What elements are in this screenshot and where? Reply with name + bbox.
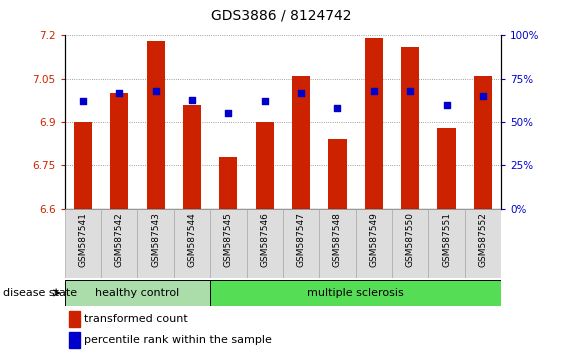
FancyBboxPatch shape <box>137 209 174 278</box>
Bar <box>401 47 419 209</box>
Bar <box>210 280 501 306</box>
Bar <box>69 311 80 327</box>
Text: GSM587546: GSM587546 <box>260 212 269 267</box>
Text: GSM587543: GSM587543 <box>151 212 160 267</box>
Bar <box>437 128 455 209</box>
Text: GSM587548: GSM587548 <box>333 212 342 267</box>
FancyBboxPatch shape <box>247 209 283 278</box>
Text: transformed count: transformed count <box>84 314 188 324</box>
Bar <box>69 332 80 348</box>
Point <box>78 98 87 104</box>
Point <box>260 98 269 104</box>
Bar <box>74 122 92 209</box>
Bar <box>365 38 383 209</box>
FancyBboxPatch shape <box>65 209 101 278</box>
FancyBboxPatch shape <box>210 209 247 278</box>
Bar <box>256 122 274 209</box>
Bar <box>219 157 238 209</box>
Point <box>369 88 378 94</box>
Bar <box>183 105 201 209</box>
Bar <box>65 280 210 306</box>
Point <box>297 90 306 96</box>
Text: GSM587542: GSM587542 <box>115 212 124 267</box>
Text: GSM587549: GSM587549 <box>369 212 378 267</box>
Bar <box>110 93 128 209</box>
FancyBboxPatch shape <box>356 209 392 278</box>
FancyBboxPatch shape <box>464 209 501 278</box>
Bar <box>474 76 492 209</box>
Point <box>151 88 160 94</box>
Text: percentile rank within the sample: percentile rank within the sample <box>84 335 272 345</box>
Bar <box>146 41 165 209</box>
FancyBboxPatch shape <box>101 209 137 278</box>
Text: multiple sclerosis: multiple sclerosis <box>307 288 404 298</box>
Text: GSM587552: GSM587552 <box>479 212 488 267</box>
Text: GDS3886 / 8124742: GDS3886 / 8124742 <box>211 9 352 23</box>
Bar <box>328 139 347 209</box>
Point <box>406 88 415 94</box>
Point <box>442 102 451 108</box>
FancyBboxPatch shape <box>174 209 210 278</box>
Text: GSM587544: GSM587544 <box>187 212 196 267</box>
Point <box>479 93 488 99</box>
FancyBboxPatch shape <box>283 209 319 278</box>
Text: GSM587550: GSM587550 <box>406 212 415 267</box>
Point <box>115 90 124 96</box>
FancyBboxPatch shape <box>392 209 428 278</box>
FancyBboxPatch shape <box>319 209 356 278</box>
Text: GSM587545: GSM587545 <box>224 212 233 267</box>
Point <box>333 105 342 111</box>
Text: healthy control: healthy control <box>95 288 180 298</box>
FancyBboxPatch shape <box>428 209 464 278</box>
Text: GSM587551: GSM587551 <box>442 212 451 267</box>
Text: disease state: disease state <box>3 288 77 298</box>
Bar <box>292 76 310 209</box>
Point <box>224 111 233 116</box>
Text: GSM587541: GSM587541 <box>78 212 87 267</box>
Text: GSM587547: GSM587547 <box>297 212 306 267</box>
Point <box>187 97 196 102</box>
